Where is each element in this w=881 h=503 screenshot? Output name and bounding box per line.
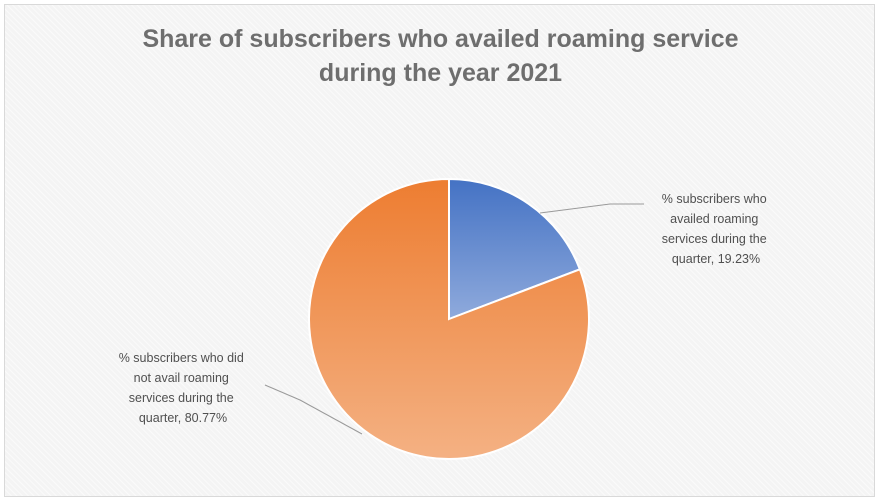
pie-slice-availed [448, 177, 582, 321]
chart-title-line-2: during the year 2021 [318, 59, 563, 87]
data-label-not-availed: % subscribers who did not avail roaming … [119, 351, 248, 425]
pie-slice-not-availed [308, 177, 590, 460]
leader-line-not-availed [264, 384, 363, 435]
data-label-availed: % subscribers who availed roaming servic… [662, 192, 770, 266]
chart-title-line-1: Share of subscribers who availed roaming… [142, 25, 739, 53]
chart-title: Share of subscribers who availed roaming… [0, 22, 881, 90]
leader-line-availed [539, 203, 644, 214]
